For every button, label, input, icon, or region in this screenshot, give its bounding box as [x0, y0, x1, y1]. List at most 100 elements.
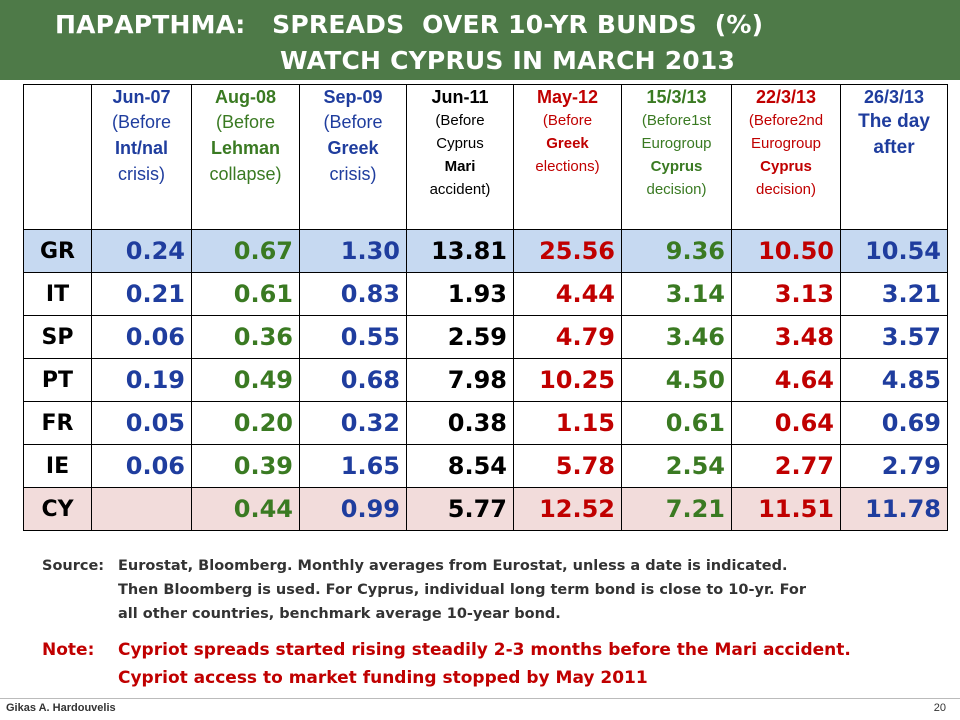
column-desc: crisis) — [118, 164, 165, 184]
column-desc: Mari — [444, 158, 476, 175]
column-header: Jun-07 (Before Int/nal crisis) — [91, 84, 192, 230]
column-desc: crisis) — [329, 164, 377, 184]
note-label: Note: — [42, 640, 95, 660]
column-desc: (Before2nd — [748, 112, 824, 129]
column-desc: after — [873, 137, 915, 158]
value-cell: 0.05 — [91, 401, 192, 445]
page-number: 20 — [933, 702, 946, 714]
note-line: Cypriot spreads started rising steadily … — [118, 640, 851, 660]
value-cell: 11.51 — [731, 487, 841, 531]
column-desc: (Before — [215, 112, 276, 132]
column-date: Aug-08 — [214, 87, 276, 107]
country-label: GR — [23, 229, 92, 273]
value-cell: 8.54 — [406, 444, 514, 488]
value-cell: 2.59 — [406, 315, 514, 359]
country-label: IT — [23, 272, 92, 316]
country-label: SP — [23, 315, 92, 359]
country-label: PT — [23, 358, 92, 402]
column-date: 22/3/13 — [755, 87, 817, 107]
table-row-sp: SP 0.06 0.36 0.55 2.59 4.79 3.46 3.48 3.… — [23, 315, 948, 359]
table-row-fr: FR 0.05 0.20 0.32 0.38 1.15 0.61 0.64 0.… — [23, 401, 948, 445]
table-row-gr: GR 0.24 0.67 1.30 13.81 25.56 9.36 10.50… — [23, 229, 948, 273]
column-desc: (Before — [435, 112, 485, 129]
column-desc: Cyprus — [650, 158, 703, 175]
column-header: 15/3/13 (Before1st Eurogroup Cyprus deci… — [621, 84, 732, 230]
value-cell: 0.21 — [91, 272, 192, 316]
value-cell: 2.54 — [621, 444, 732, 488]
value-cell: 0.67 — [191, 229, 300, 273]
value-cell: 1.65 — [299, 444, 407, 488]
column-date: Jun-07 — [112, 87, 171, 107]
value-cell: 0.64 — [731, 401, 841, 445]
title-line-2: WATCH CYPRUS IN MARCH 2013 — [280, 46, 736, 75]
column-date: 26/3/13 — [863, 87, 925, 107]
column-desc: Eurogroup — [750, 135, 822, 152]
value-cell: 1.30 — [299, 229, 407, 273]
value-cell: 4.50 — [621, 358, 732, 402]
column-header: 26/3/13 The day after — [840, 84, 948, 230]
column-header: May-12 (Before Greek elections) — [513, 84, 622, 230]
value-cell: 5.78 — [513, 444, 622, 488]
table-row-cy: CY 0.44 0.99 5.77 12.52 7.21 11.51 11.78 — [23, 487, 948, 531]
column-header: Jun-11 (Before Cyprus Mari accident) — [406, 84, 514, 230]
column-desc: Eurogroup — [641, 135, 712, 152]
column-desc: (Before — [542, 112, 593, 129]
value-cell: 10.54 — [840, 229, 948, 273]
value-cell: 0.32 — [299, 401, 407, 445]
column-desc: Int/nal — [115, 138, 168, 158]
value-cell: 0.39 — [191, 444, 300, 488]
country-label: FR — [23, 401, 92, 445]
value-cell: 0.83 — [299, 272, 407, 316]
column-header: Aug-08 (Before Lehman collapse) — [191, 84, 300, 230]
note-line: Cypriot access to market funding stopped… — [118, 668, 648, 688]
value-cell: 3.57 — [840, 315, 948, 359]
value-cell: 3.13 — [731, 272, 841, 316]
value-cell: 0.24 — [91, 229, 192, 273]
column-desc: collapse) — [209, 164, 282, 184]
column-date: 15/3/13 — [646, 87, 707, 107]
column-desc: (Before — [111, 112, 172, 132]
value-cell: 12.52 — [513, 487, 622, 531]
column-desc: Cyprus — [760, 158, 812, 175]
column-desc: Cyprus — [436, 135, 484, 152]
table-row-it: IT 0.21 0.61 0.83 1.93 4.44 3.14 3.13 3.… — [23, 272, 948, 316]
value-cell — [91, 487, 192, 531]
value-cell: 4.64 — [731, 358, 841, 402]
column-desc: accident) — [429, 181, 491, 198]
column-desc: decision) — [646, 181, 707, 198]
value-cell: 4.85 — [840, 358, 948, 402]
source-line: all other countries, benchmark average 1… — [118, 606, 561, 622]
column-header: 22/3/13 (Before2nd Eurogroup Cyprus deci… — [731, 84, 841, 230]
value-cell: 0.61 — [191, 272, 300, 316]
column-desc: Greek — [327, 138, 379, 158]
value-cell: 5.77 — [406, 487, 514, 531]
value-cell: 13.81 — [406, 229, 514, 273]
value-cell: 3.46 — [621, 315, 732, 359]
value-cell: 3.48 — [731, 315, 841, 359]
value-cell: 0.55 — [299, 315, 407, 359]
value-cell: 0.99 — [299, 487, 407, 531]
value-cell: 0.69 — [840, 401, 948, 445]
column-desc: (Before1st — [641, 112, 712, 129]
value-cell: 0.61 — [621, 401, 732, 445]
source-line: Then Bloomberg is used. For Cyprus, indi… — [118, 582, 807, 598]
table-row-pt: PT 0.19 0.49 0.68 7.98 10.25 4.50 4.64 4… — [23, 358, 948, 402]
column-desc: elections) — [535, 158, 600, 175]
value-cell: 0.44 — [191, 487, 300, 531]
source-label: Source: — [42, 558, 105, 574]
value-cell: 2.77 — [731, 444, 841, 488]
value-cell: 2.79 — [840, 444, 948, 488]
value-cell: 10.50 — [731, 229, 841, 273]
column-date: May-12 — [536, 87, 599, 107]
column-date: Sep-09 — [323, 87, 383, 107]
column-desc: Greek — [546, 135, 589, 152]
spreads-table: Jun-07 (Before Int/nal crisis) Aug-08 (B… — [23, 84, 948, 531]
value-cell: 4.79 — [513, 315, 622, 359]
value-cell: 0.36 — [191, 315, 300, 359]
value-cell: 25.56 — [513, 229, 622, 273]
author-name: Gikas A. Hardouvelis — [6, 702, 116, 714]
column-desc: The day — [858, 111, 930, 132]
table-row-ie: IE 0.06 0.39 1.65 8.54 5.78 2.54 2.77 2.… — [23, 444, 948, 488]
column-desc: Lehman — [210, 138, 280, 158]
value-cell: 1.15 — [513, 401, 622, 445]
